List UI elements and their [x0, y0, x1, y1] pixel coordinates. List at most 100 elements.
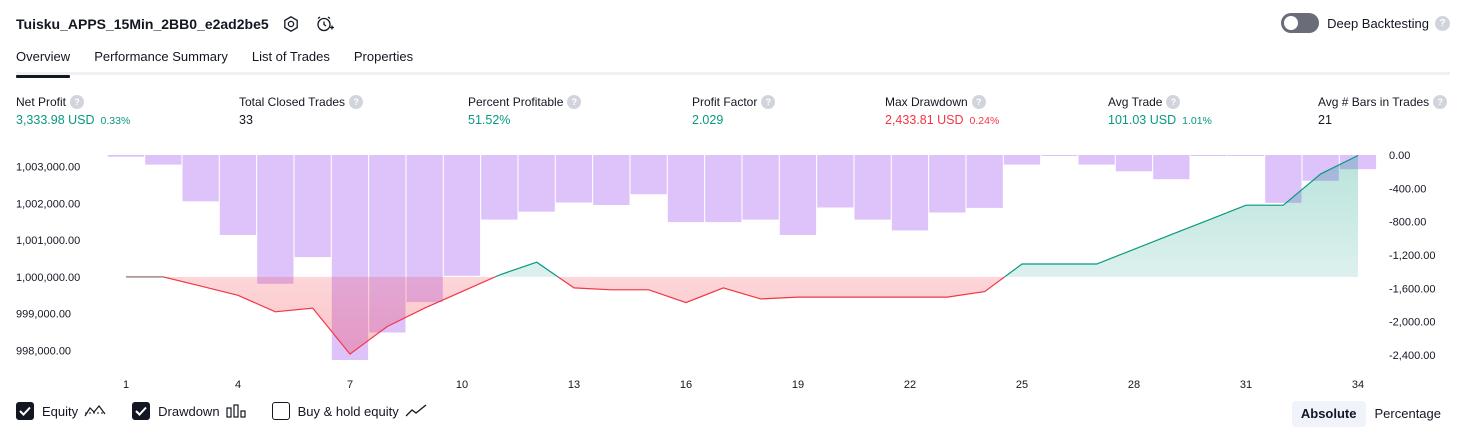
left-axis-tick: 1,003,000.00: [16, 162, 80, 174]
drawdown-bar: [854, 155, 891, 220]
metric-value: 101.03 USD: [1108, 113, 1177, 127]
x-axis-tick: 31: [1240, 379, 1252, 391]
scale-switch: Absolute Percentage: [1291, 401, 1450, 427]
drawdown-checkbox[interactable]: [132, 402, 151, 420]
drawdown-bar: [257, 155, 294, 284]
metric-value: 2,433.81 USD: [885, 113, 964, 127]
left-axis-tick: 1,001,000.00: [16, 235, 80, 247]
metric-avg-trade: Avg Trade? 101.03 USD 1.01%: [1108, 94, 1212, 129]
drawdown-bar: [555, 155, 593, 203]
drawdown-bar: [1190, 155, 1227, 156]
metric-label: Net Profit: [16, 95, 67, 109]
equity-line: [126, 154, 1359, 355]
drawdown-bar: [1227, 155, 1265, 156]
equity-line-positive: [126, 154, 1359, 277]
legend-buy-hold[interactable]: Buy & hold equity: [271, 402, 427, 420]
drawdown-bar: [145, 155, 182, 165]
metric-value: 2.029: [692, 113, 724, 127]
left-axis-tick: 1,000,000.00: [16, 272, 80, 284]
buy-hold-checkbox[interactable]: [271, 402, 290, 420]
left-axis-tick: 998,000.00: [16, 345, 71, 357]
drawdown-bar: [966, 155, 1003, 208]
metric-label: Total Closed Trades: [239, 95, 346, 109]
legend-drawdown-label: Drawdown: [158, 403, 220, 419]
tab-overview[interactable]: Overview: [16, 47, 71, 78]
info-icon[interactable]: ?: [1166, 95, 1181, 109]
chart-legend: Equity Drawdown Buy & hold equity: [16, 402, 453, 420]
drawdown-bar: [779, 155, 817, 235]
drawdown-bar: [705, 155, 742, 223]
x-axis-tick: 4: [235, 379, 241, 391]
strategy-title: Tuisku_APPS_15Min_2BB0_e2ad2be5: [16, 16, 269, 32]
drawdown-bar: [1153, 155, 1190, 180]
tab-properties[interactable]: Properties: [353, 49, 414, 64]
buy-hold-line-icon: [405, 404, 427, 418]
left-axis: 1,003,000.00 1,002,000.00 1,001,000.00 1,00…: [16, 162, 80, 358]
right-axis: 0.00 -400.00 -800.00 -1,200.00 -1,600.00 -2,0…: [1389, 150, 1435, 362]
metric-value: 51.52%: [468, 113, 511, 127]
metric-total-closed-trades: Total Closed Trades? 33: [239, 94, 364, 129]
left-axis-tick: 1,002,000.00: [16, 198, 80, 210]
drawdown-bar: [667, 155, 705, 223]
metric-max-drawdown: Max Drawdown? 2,433.81 USD 0.24%: [885, 94, 999, 129]
equity-area-icon: [84, 404, 106, 418]
equity-area-negative: [126, 276, 1358, 355]
metric-label: Avg # Bars in Trades: [1318, 95, 1430, 109]
deep-backtesting: Deep Backtesting ?: [1281, 13, 1450, 33]
info-icon[interactable]: ?: [761, 95, 776, 109]
metric-percent: 0.33%: [100, 115, 131, 127]
left-axis-tick: 999,000.00: [16, 309, 71, 321]
x-axis-tick: 19: [792, 379, 804, 391]
help-icon[interactable]: ?: [1435, 15, 1450, 31]
right-axis-tick: -1,600.00: [1389, 283, 1435, 295]
x-axis-tick: 28: [1128, 379, 1140, 391]
legend-equity[interactable]: Equity: [16, 402, 106, 420]
equity-drawdown-chart[interactable]: 1,003,000.00 1,002,000.00 1,001,000.00 1,00…: [0, 140, 1466, 395]
metric-percent-profitable: Percent Profitable? 51.52%: [468, 94, 582, 129]
right-axis-tick: -2,000.00: [1389, 317, 1435, 329]
metric-value: 21: [1318, 113, 1332, 127]
drawdown-bar: [742, 155, 779, 220]
info-icon[interactable]: ?: [971, 95, 986, 109]
add-alert-clock-icon[interactable]: [313, 12, 337, 36]
right-axis-tick: -1,200.00: [1389, 250, 1435, 262]
metric-label: Percent Profitable: [468, 95, 564, 109]
info-icon[interactable]: ?: [567, 95, 582, 109]
deep-backtesting-label: Deep Backtesting: [1327, 15, 1429, 31]
legend-drawdown[interactable]: Drawdown: [132, 402, 246, 420]
info-icon[interactable]: ?: [70, 95, 85, 109]
tab-list-of-trades[interactable]: List of Trades: [251, 49, 330, 64]
percentage-button[interactable]: Percentage: [1374, 406, 1442, 421]
drawdown-bar: [630, 155, 667, 195]
metric-percent: 1.01%: [1182, 115, 1212, 127]
drawdown-bar: [1003, 155, 1041, 165]
right-axis-tick: 0.00: [1389, 150, 1410, 162]
x-axis: 1 4 7 10 13 16 19 22 25 28 31 34: [123, 379, 1364, 391]
x-axis-tick: 25: [1016, 379, 1028, 391]
drawdown-bar: [107, 155, 145, 157]
drawdown-bar: [593, 155, 630, 205]
drawdown-bars-icon: [225, 404, 246, 418]
drawdown-bar: [481, 155, 518, 220]
metric-label: Max Drawdown: [885, 95, 968, 109]
x-axis-tick: 7: [347, 379, 353, 391]
right-axis-tick: -800.00: [1389, 217, 1426, 229]
settings-gear-icon[interactable]: [279, 12, 303, 36]
equity-checkbox[interactable]: [16, 402, 34, 420]
info-icon[interactable]: ?: [349, 95, 364, 109]
metric-label: Avg Trade: [1108, 95, 1163, 109]
drawdown-bar: [1115, 155, 1153, 172]
metric-value: 33: [239, 113, 253, 127]
drawdown-bar: [443, 155, 481, 276]
drawdown-bar: [929, 155, 966, 213]
metric-percent: 0.24%: [969, 115, 1000, 127]
legend-buy-hold-label: Buy & hold equity: [297, 403, 399, 419]
drawdown-bar: [182, 155, 219, 202]
info-icon[interactable]: ?: [1433, 95, 1448, 109]
x-axis-tick: 13: [568, 379, 580, 391]
drawdown-bar: [518, 155, 555, 212]
deep-backtesting-toggle[interactable]: [1281, 13, 1320, 33]
absolute-button[interactable]: Absolute: [1291, 401, 1366, 427]
x-axis-tick: 1: [123, 379, 129, 391]
tab-performance-summary[interactable]: Performance Summary: [94, 49, 228, 64]
